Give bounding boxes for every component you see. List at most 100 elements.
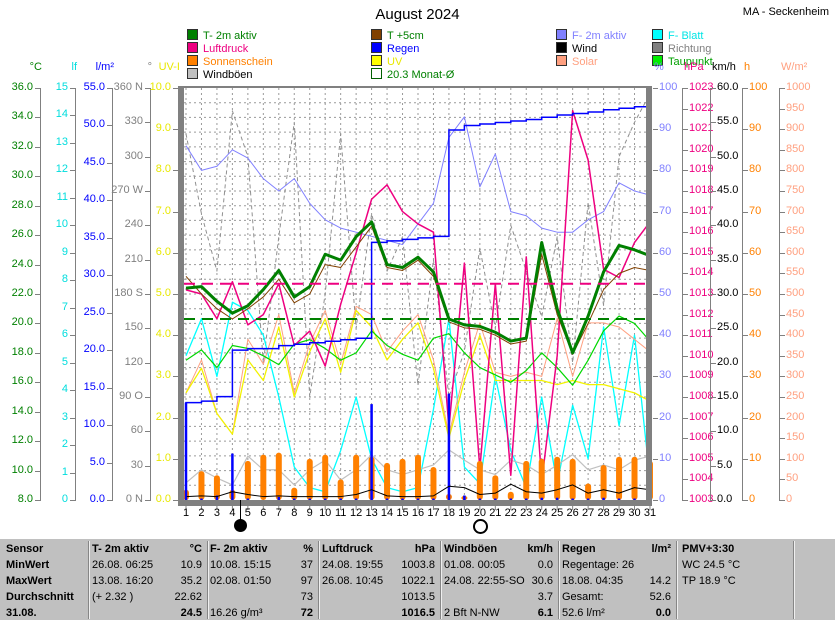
axis-tick-label: 60 [749, 245, 762, 258]
axis-tick-label: 300 [124, 149, 143, 162]
day-label: 27 [581, 507, 595, 519]
axis-tick-label: 26.0 [11, 228, 33, 241]
legend-swatch-icon [187, 42, 198, 53]
axis-tick [145, 156, 150, 158]
axis-tick-label: 20.0 [717, 355, 739, 368]
axis-tick [35, 205, 40, 207]
axis-tick-label: 9.0 [155, 122, 171, 135]
axis-tick-label: 22.0 [11, 287, 33, 299]
axis-tick-label: 35.0 [717, 252, 739, 265]
axis-tick [653, 417, 658, 419]
table-cell-value [562, 558, 671, 573]
day-label: 2 [198, 507, 205, 519]
axis-tick [70, 88, 75, 89]
axis-unit-h: h [744, 61, 751, 73]
series-sonnenschein-bar [476, 460, 483, 500]
axis-line-° [150, 88, 151, 501]
axis-tick [145, 328, 150, 330]
axis-tick [711, 191, 716, 192]
axis-unit-l/m²: l/m² [95, 61, 114, 73]
day-label: 31 [643, 507, 657, 519]
table-separator [88, 541, 90, 619]
axis-tick [780, 314, 785, 316]
summary-table: Sensor MinWert MaxWert Durchschnitt 31.08. T-… [0, 538, 835, 620]
table-cell-value: 1013.5 [401, 591, 435, 603]
axis-tick [653, 170, 658, 172]
axis-tick [107, 200, 112, 202]
plot-frame-top [178, 86, 652, 88]
axis-tick [683, 417, 688, 419]
table-cell-value: 0.0 [537, 559, 553, 571]
axis-tick [683, 88, 688, 89]
axis-tick [145, 225, 150, 227]
axis-tick-label: 1014 [689, 266, 714, 279]
pmv-line: WC 24.5 °C [682, 559, 741, 571]
axis-tick-label: 700 [786, 204, 805, 217]
axis-tick-label: 30 [749, 369, 762, 382]
axis-tick [35, 294, 40, 295]
axis-tick-label: 1020 [689, 142, 714, 155]
axis-tick [711, 88, 716, 89]
legend-item: UV [371, 55, 402, 68]
axis-tick-label: 180 S [114, 287, 143, 299]
series-sonnenschein-bar [523, 460, 530, 500]
axis-tick-label: 20 [659, 410, 672, 423]
axis-tick [145, 294, 150, 295]
axis-tick-label: 1006 [689, 431, 714, 444]
series-regen_summe [185, 105, 651, 500]
axis-tick-label: 10 [659, 451, 672, 464]
axis-tick-label: 40.0 [83, 193, 105, 206]
table-cell-value: 35.2 [180, 575, 202, 587]
axis-tick [780, 108, 785, 110]
axis-tick-label: 1022 [689, 101, 714, 114]
axis-tick [35, 500, 40, 501]
axis-tick [145, 431, 150, 433]
axis-tick-label: 2 [61, 438, 68, 451]
axis-tick [35, 411, 40, 413]
plot-frame-bottom [178, 500, 652, 506]
legend-swatch-icon [652, 29, 663, 40]
day-label: 19 [458, 507, 471, 519]
legend-swatch-icon [187, 55, 198, 66]
axis-tick-label: 14.0 [11, 404, 33, 417]
axis-tick-label: 800 [786, 163, 805, 176]
axis-tick [35, 352, 40, 354]
axis-tick-label: 1018 [689, 184, 714, 196]
table-col-unit: % [303, 543, 313, 555]
series-regen_tag-bar [571, 498, 574, 500]
series-regen_tag-bar [354, 498, 358, 500]
axis-tick [683, 397, 688, 398]
axis-tick [743, 417, 748, 419]
series-sonnenschein-bar [260, 454, 267, 500]
axis-tick-label: 100 [749, 81, 768, 93]
axis-tick-label: 50.0 [83, 118, 105, 131]
axis-tick-label: 5.0 [89, 455, 105, 468]
axis-tick [173, 211, 178, 213]
table-cell-label: 13.08. 16:20 [92, 575, 154, 587]
day-label: 14 [380, 507, 394, 519]
axis-tick [711, 156, 716, 158]
legend-swatch-icon [371, 42, 382, 53]
legend-item: Taupunkt [652, 55, 713, 68]
axis-tick [173, 458, 178, 460]
day-label: 30 [628, 507, 641, 519]
axis-tick [35, 470, 40, 472]
series-regen_tag-bar [540, 497, 543, 500]
axis-tick [173, 376, 178, 378]
series-sonnenschein-bar [430, 467, 437, 500]
axis-tick-label: 1005 [689, 451, 714, 464]
axis-tick [70, 362, 75, 364]
axis-tick-label: 60 [659, 245, 672, 258]
axis-tick-label: 36.0 [11, 81, 33, 93]
axis-tick-label: 10.0 [83, 418, 105, 431]
table-cell-label: 52.6 l/m² [562, 607, 605, 619]
axis-tick-label: 0 N [125, 493, 143, 505]
axis-tick [145, 259, 150, 261]
axis-tick [711, 225, 716, 227]
axis-tick-label: 1016 [689, 225, 714, 238]
axis-tick-label: 200 [786, 410, 805, 423]
axis-tick [743, 458, 748, 460]
axis-tick-label: 1 [61, 465, 68, 478]
axis-tick [711, 294, 716, 295]
table-cell-label: 01.08. 00:05 [444, 559, 506, 571]
